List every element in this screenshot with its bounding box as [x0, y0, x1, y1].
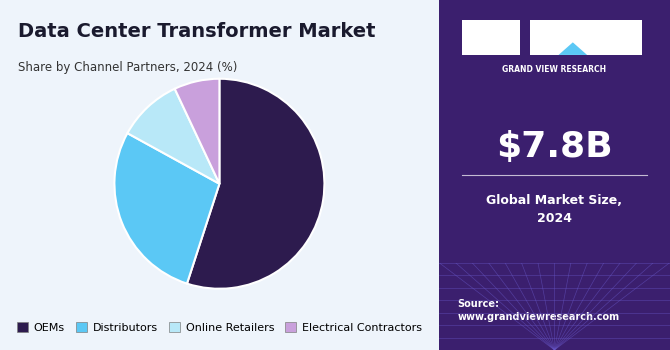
Legend: OEMs, Distributors, Online Retailers, Electrical Contractors: OEMs, Distributors, Online Retailers, El…: [17, 322, 422, 332]
Text: Source:
www.grandviewresearch.com: Source: www.grandviewresearch.com: [458, 299, 620, 322]
Text: GRAND VIEW RESEARCH: GRAND VIEW RESEARCH: [502, 65, 606, 74]
Text: Share by Channel Partners, 2024 (%): Share by Channel Partners, 2024 (%): [17, 61, 237, 74]
Text: $7.8B: $7.8B: [496, 130, 613, 164]
Text: Global Market Size,
2024: Global Market Size, 2024: [486, 195, 622, 225]
Wedge shape: [115, 133, 220, 284]
FancyBboxPatch shape: [585, 20, 643, 55]
FancyBboxPatch shape: [439, 0, 670, 350]
Text: Data Center Transformer Market: Data Center Transformer Market: [17, 22, 375, 41]
Wedge shape: [187, 79, 324, 289]
FancyBboxPatch shape: [530, 20, 587, 55]
Wedge shape: [127, 89, 220, 184]
Wedge shape: [175, 79, 220, 184]
Polygon shape: [559, 42, 587, 55]
FancyBboxPatch shape: [462, 20, 520, 55]
